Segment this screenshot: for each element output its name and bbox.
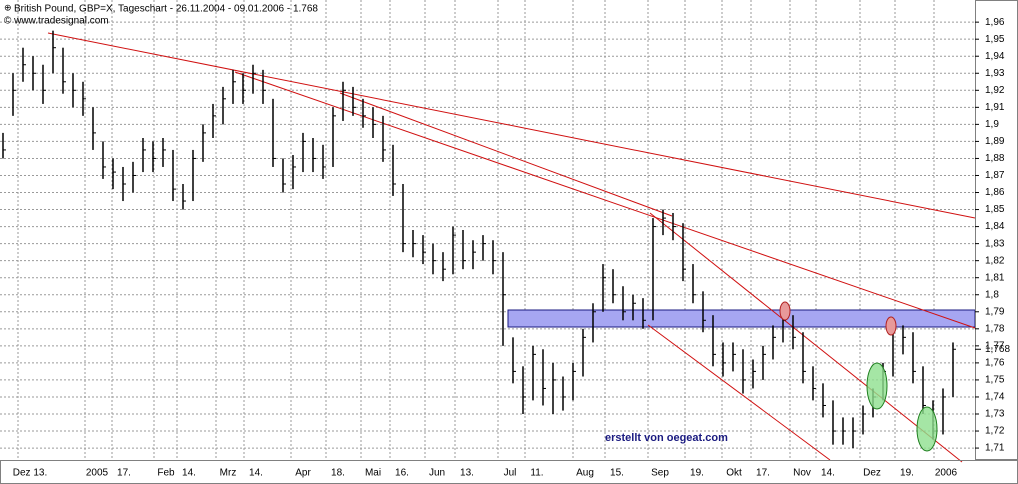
trend-lines: [47, 32, 976, 463]
resistance-zone: [507, 309, 976, 328]
y-tick-label: 1,77: [985, 340, 1005, 351]
x-tick-label: Jun: [429, 468, 445, 479]
y-tick-label: 1,92: [985, 85, 1005, 96]
annotation: erstellt von oegeat.com: [605, 432, 728, 444]
x-tick-label: 18.: [331, 468, 345, 479]
y-tick-label: 1,71: [985, 443, 1005, 454]
x-tick-label: Okt: [726, 468, 742, 479]
x-tick-label: Nov: [793, 468, 811, 479]
x-tick-label: 2005: [86, 468, 109, 479]
x-tick-label: 11.: [530, 468, 543, 479]
trend-line: [647, 324, 831, 461]
y-tick-label: 1,84: [985, 221, 1005, 232]
x-tick-label: 2006: [935, 468, 958, 479]
last-price-label: 1,768: [985, 344, 1010, 355]
x-tick-label: 19.: [900, 468, 914, 479]
y-tick-label: 1,8: [985, 289, 999, 300]
icon: ⊕: [4, 2, 12, 12]
x-tick-label: Sep: [651, 468, 669, 479]
chart-title: British Pound, GBP=X, Tageschart - 26.11…: [14, 4, 318, 15]
x-tick-label: 14.: [821, 468, 835, 479]
price-bars: [2, 30, 956, 449]
markers: [779, 301, 938, 452]
y-tick-label: 1,73: [985, 409, 1005, 420]
trend-line: [649, 212, 963, 463]
x-tick-label: 17.: [117, 468, 131, 479]
x-tick-label: 15.: [610, 468, 624, 479]
x-tick-label: Mai: [365, 468, 381, 479]
top-marker: [779, 301, 791, 321]
y-tick-label: 1,89: [985, 136, 1005, 147]
bottom-marker: [916, 406, 938, 452]
x-tick-label: 17.: [756, 468, 770, 479]
y-tick-label: 1,78: [985, 323, 1005, 334]
x-tick-label: Mrz: [220, 468, 237, 479]
chart-subtitle: © www.tradesignal.com: [4, 16, 109, 27]
x-tick-label: 19.: [690, 468, 704, 479]
trend-line: [234, 71, 976, 329]
y-tick-label: 1,9: [985, 119, 999, 130]
x-tick-label: Dez: [863, 468, 881, 479]
bottom-marker: [866, 362, 888, 410]
x-tick-label: 16.: [395, 468, 409, 479]
y-tick-label: 1,85: [985, 204, 1005, 215]
y-tick-label: 1,72: [985, 426, 1005, 437]
y-tick-label: 1,91: [985, 102, 1005, 113]
y-tick-label: 1,81: [985, 272, 1005, 283]
y-tick-label: 1,79: [985, 306, 1005, 317]
x-tick-label: Aug: [576, 468, 594, 479]
y-tick-label: 1,95: [985, 34, 1005, 45]
y-tick-label: 1,75: [985, 375, 1005, 386]
y-tick-label: 1,83: [985, 238, 1005, 249]
y-tick-label: 1,76: [985, 358, 1005, 369]
trend-line: [339, 92, 673, 217]
y-tick-label: 1,88: [985, 153, 1005, 164]
x-tick-label: 13.: [460, 468, 474, 479]
x-tick-label: 14.: [249, 468, 263, 479]
x-tick-label: Feb: [157, 468, 175, 479]
y-tick-label: 1,86: [985, 187, 1005, 198]
y-tick-label: 1,82: [985, 255, 1005, 266]
y-tick-label: 1,94: [985, 51, 1005, 62]
y-tick-label: 1,96: [985, 17, 1005, 28]
y-tick-label: 1,87: [985, 170, 1005, 181]
x-tick-label: Apr: [295, 468, 311, 479]
axes: 1,711,721,731,741,751,761,771,781,791,81…: [13, 17, 1011, 479]
trend-line: [47, 32, 976, 219]
y-tick-label: 1,93: [985, 68, 1005, 79]
y-tick-label: 1,74: [985, 392, 1005, 403]
grid: [0, 0, 975, 460]
x-tick-label: 14.: [182, 468, 196, 479]
top-marker: [885, 316, 897, 336]
x-tick-label: Jul: [504, 468, 517, 479]
x-tick-label: Dez 13.: [13, 468, 47, 479]
